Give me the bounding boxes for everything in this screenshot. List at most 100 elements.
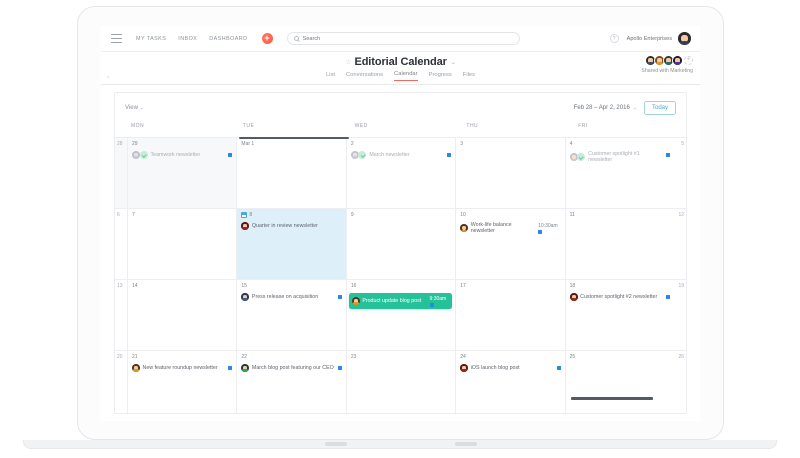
day-header-wed: WED: [354, 123, 368, 129]
avatar[interactable]: [569, 153, 578, 162]
hamburger-menu-icon[interactable]: [111, 34, 122, 43]
task-type-dot-icon: [666, 295, 671, 299]
day-cell[interactable]: 2 March newsletter: [345, 138, 455, 208]
day-number: 18: [569, 283, 576, 289]
day-cell[interactable]: 15 Press release on acquisition: [236, 280, 345, 350]
avatar[interactable]: [241, 293, 250, 301]
day-cell[interactable]: 29 Teamwork newsletter: [127, 138, 237, 208]
day-cell[interactable]: 22 March blog post featuring our CEO: [236, 351, 345, 413]
avatar[interactable]: [460, 364, 469, 372]
sidebar-collapse-icon[interactable]: ▵: [107, 74, 110, 80]
calendar-week-row: 20 21 New feature roundup newsletter 22: [115, 350, 686, 413]
calendar-event[interactable]: Quarter in review newsletter: [241, 222, 341, 230]
calendar-event[interactable]: Customer spotlight #1 newsletter: [569, 151, 671, 164]
top-navigation-bar: MY TASKS INBOX DASHBOARD + ? Apollo Ente…: [101, 26, 700, 52]
day-cell[interactable]: Mar 1: [236, 138, 345, 208]
day-cell[interactable]: 17: [455, 280, 564, 350]
calendar-event[interactable]: March newsletter: [350, 151, 452, 159]
avatar[interactable]: [672, 55, 683, 66]
avatar[interactable]: [132, 364, 140, 372]
calendar-event[interactable]: March blog post featuring our CEO: [241, 364, 342, 372]
favorite-star-icon[interactable]: ☆: [345, 59, 352, 66]
event-title: Product update blog post: [362, 297, 422, 304]
calendar-event[interactable]: Teamwork newsletter: [132, 151, 233, 159]
avatar[interactable]: [241, 222, 250, 230]
nav-link-dashboard[interactable]: DASHBOARD: [209, 35, 248, 42]
day-cell-selected[interactable]: 8 Quarter in review newsletter: [236, 209, 346, 279]
calendar-event[interactable]: Press release on acquisition: [241, 293, 342, 301]
laptop-notch: [325, 442, 347, 446]
add-task-button[interactable]: +: [261, 33, 273, 44]
view-dropdown[interactable]: View ⌄: [125, 105, 144, 111]
nav-link-my-tasks[interactable]: MY TASKS: [136, 35, 167, 42]
day-cell[interactable]: 14: [127, 280, 236, 350]
project-menu-chevron-down-icon[interactable]: ⌄: [450, 59, 456, 66]
week-gutter-right: 19: [674, 280, 686, 350]
day-number: 16: [350, 283, 357, 289]
avatar[interactable]: [132, 151, 140, 159]
search-box[interactable]: [286, 32, 520, 45]
chevron-down-icon: ⌄: [632, 105, 637, 111]
day-number: 3: [460, 141, 463, 147]
day-cell[interactable]: 25: [564, 351, 674, 413]
tab-progress[interactable]: Progress: [428, 71, 452, 78]
calendar-event[interactable]: iOS launch blog post: [460, 364, 561, 372]
event-time: 10:30am: [538, 222, 558, 229]
day-cell[interactable]: 10 Work-life balance newsletter 10:30am: [455, 209, 564, 279]
calendar-event[interactable]: New feature roundup newsletter: [132, 364, 233, 372]
day-number: 2: [350, 141, 354, 147]
help-icon[interactable]: ?: [609, 34, 619, 43]
day-cell[interactable]: 18 Customer spotlight #2 newsletter: [564, 280, 674, 350]
week-gutter-right: 5: [674, 138, 686, 208]
search-input[interactable]: [302, 35, 513, 42]
day-cell[interactable]: 11: [564, 209, 674, 279]
day-number: 9: [350, 212, 354, 218]
avatar[interactable]: [460, 224, 469, 233]
event-title: Customer spotlight #1 newsletter: [588, 151, 640, 164]
horizontal-scrollbar[interactable]: [571, 397, 653, 400]
add-collaborator-button[interactable]: +: [684, 56, 693, 65]
avatar[interactable]: [350, 151, 359, 159]
task-type-dot-icon: [447, 153, 452, 157]
day-cell[interactable]: 3: [455, 138, 564, 208]
avatar[interactable]: [569, 293, 578, 301]
app-screen: MY TASKS INBOX DASHBOARD + ? Apollo Ente…: [101, 26, 700, 421]
task-type-dot-icon: [666, 153, 671, 157]
day-cell[interactable]: 4 Customer spotlight #1 newsletter: [564, 138, 674, 208]
event-title: March blog post featuring our CEO: [251, 364, 334, 371]
week-gutter-right: 26: [674, 351, 686, 413]
today-button[interactable]: Today: [643, 101, 676, 115]
calendar-panel: View ⌄ Feb 28 – Apr 2, 2016 ⌄ Today MON TU…: [114, 92, 687, 414]
calendar-event-dragging[interactable]: Product update blog post 9:30am: [348, 293, 453, 309]
tab-calendar[interactable]: Calendar: [394, 71, 418, 81]
date-range-dropdown[interactable]: Feb 28 – Apr 2, 2016 ⌄: [574, 105, 637, 111]
tab-list[interactable]: List: [325, 71, 335, 78]
nav-link-inbox[interactable]: INBOX: [178, 35, 198, 42]
avatar[interactable]: [241, 364, 250, 372]
tab-conversations[interactable]: Conversations: [345, 71, 384, 78]
calendar-week-row: 13 14 15 Press release on acquisition: [115, 279, 686, 350]
avatar[interactable]: [351, 297, 360, 305]
collaborators-section: + Shared with Marketing: [641, 55, 693, 74]
view-label: View: [125, 105, 138, 111]
task-type-dot-icon: [538, 229, 543, 234]
tab-files[interactable]: Files: [462, 71, 476, 78]
day-cell[interactable]: 23: [345, 351, 455, 413]
day-cell[interactable]: 16 Product update blog post 9:30am: [345, 280, 455, 350]
calendar-event[interactable]: Work-life balance newsletter 10:30am: [460, 222, 560, 235]
day-cell[interactable]: 7: [127, 209, 236, 279]
top-nav-right-group: ? Apollo Enterprises: [609, 32, 700, 45]
day-cell[interactable]: 9: [345, 209, 455, 279]
day-cell[interactable]: 21 New feature roundup newsletter: [127, 351, 236, 413]
calendar-event[interactable]: Customer spotlight #2 newsletter: [569, 293, 671, 301]
day-number: 4: [569, 141, 573, 147]
day-number-row: 8: [241, 212, 341, 218]
week-gutter-left: 20: [115, 351, 127, 413]
user-avatar[interactable]: [678, 32, 691, 45]
day-cell[interactable]: 24 iOS launch blog post: [455, 351, 564, 413]
day-header-mon: MON: [131, 123, 145, 129]
event-title: Press release on acquisition: [251, 293, 319, 300]
day-number: 21: [132, 354, 138, 360]
event-title: New feature roundup newsletter: [142, 364, 218, 371]
